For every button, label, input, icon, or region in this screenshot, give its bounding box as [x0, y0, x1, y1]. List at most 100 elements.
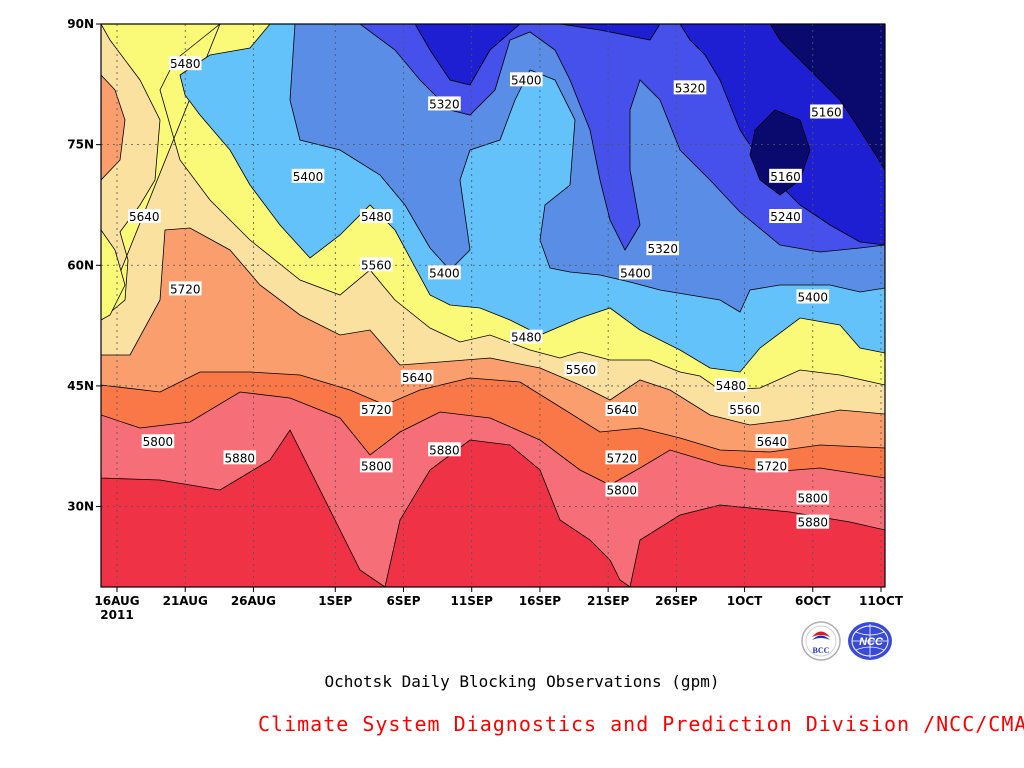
contour-label-bg: [509, 329, 543, 344]
contour-label: 5480: [168, 56, 202, 71]
contour-label-bg: [291, 168, 325, 183]
contour-label: 5160: [810, 104, 843, 119]
contour-label-bg: [673, 80, 707, 95]
band-5160-5240: [414, 24, 885, 246]
contour-label-bg: [755, 458, 789, 473]
contour-label-bg: [428, 265, 461, 280]
x-tick-label: 11SEP: [451, 594, 494, 608]
contour-label: 5400: [619, 265, 652, 280]
contour-label: 5800: [141, 434, 175, 449]
contour-label-bg: [605, 450, 639, 465]
contour-label: 5320: [428, 96, 461, 111]
contour-label-text: 5560: [566, 363, 597, 377]
contour-label: 5160: [769, 168, 802, 184]
contour-label-bg: [646, 241, 680, 256]
ncc-logo-icon: NCC: [846, 620, 894, 667]
contour-label-text: 5480: [716, 379, 747, 393]
contour-label-text: 5160: [770, 170, 801, 184]
x-tick-label: 11OCT: [859, 594, 904, 608]
contour-label-bg: [141, 434, 175, 449]
contour-label-bg: [428, 442, 461, 457]
band-5640-5720-left-patch: [101, 74, 126, 181]
contour-label-text: 5640: [402, 371, 433, 385]
contour-labels: 5480 5400 5320 5400 5320 5160 5160 5240 5400 5640…: [127, 56, 843, 530]
contour-label: 5800: [796, 490, 830, 506]
x-tick-label: 1OCT: [727, 594, 763, 608]
contour-label: 5880: [223, 450, 257, 465]
contour-label-bg: [564, 361, 598, 376]
contour-label: 5800: [605, 482, 639, 497]
contour-label-text: 5640: [757, 435, 788, 449]
contour-label-bg: [400, 369, 434, 384]
contour-label-text: 5720: [607, 451, 638, 465]
contour-label-text: 5880: [798, 516, 829, 530]
contour-label-bg: [509, 72, 543, 87]
contour-label: 5560: [564, 361, 598, 377]
y-tick-label: 60N: [67, 258, 94, 272]
contour-label-text: 5400: [429, 266, 460, 280]
contour-label-text: 5720: [361, 403, 392, 417]
band-5480-5560-left-patch: [101, 229, 126, 321]
y-tick-label: 30N: [67, 500, 94, 514]
x-year-label: 2011: [100, 608, 133, 622]
contour-label-text: 5800: [798, 492, 829, 506]
contour-label-text: 5880: [225, 451, 256, 465]
contour-label-bg: [619, 265, 652, 280]
contour-label-text: 5800: [607, 483, 638, 497]
contour-label-bg: [796, 490, 830, 505]
contour-label-bg: [359, 257, 393, 272]
x-tick-label: 16SEP: [519, 594, 562, 608]
contour-label-text: 5640: [129, 210, 160, 224]
contour-label: 5320: [646, 241, 680, 256]
contour-label-bg: [769, 209, 802, 224]
contour-label-text: 5400: [798, 290, 829, 304]
bcc-logo-icon: BCC: [800, 620, 842, 667]
x-tick-label: 26SEP: [655, 594, 698, 608]
contour-label-bg: [796, 514, 830, 529]
contour-label: 5800: [359, 458, 393, 473]
contour-label-text: 5720: [170, 282, 201, 296]
contour-label: 5720: [359, 402, 393, 417]
contour-label-text: 5400: [293, 170, 324, 184]
x-tick-label: 6OCT: [795, 594, 831, 608]
contour-label: 5400: [509, 72, 543, 87]
contour-label-bg: [127, 209, 161, 224]
contour-label-text: 5480: [170, 57, 201, 71]
contour-label-bg: [359, 402, 393, 417]
contour-label-bg: [810, 104, 843, 119]
x-axis: 16AUG 21AUG 26AUG 1SEP 6SEP 11SEP 16SEP 21SEP 26…: [94, 587, 904, 622]
contour-label-bg: [769, 168, 802, 183]
contour-label: 5400: [796, 289, 830, 304]
contour-label: 5480: [359, 209, 393, 224]
contour-label-bg: [796, 289, 830, 304]
contour-label: 5480: [509, 329, 543, 345]
contour-label-text: 5720: [757, 459, 788, 473]
y-tick-label: 75N: [67, 138, 94, 152]
contour-label: 5400: [291, 168, 325, 184]
contour-label-text: 5800: [143, 435, 174, 449]
contour-label-text: 5880: [429, 443, 460, 457]
contour-label-text: 5320: [429, 97, 460, 111]
x-tick-label: 6SEP: [387, 594, 421, 608]
contour-label: 5640: [755, 434, 789, 449]
contour-label-text: 5400: [511, 73, 542, 87]
contour-label: 5320: [673, 80, 707, 95]
x-tick-label: 21AUG: [163, 594, 208, 608]
contour-label-text: 5320: [647, 242, 678, 256]
contour-label-bg: [223, 450, 257, 465]
contour-label-text: 5800: [361, 459, 392, 473]
x-tick-label: 21SEP: [587, 594, 630, 608]
contour-label-bg: [359, 209, 393, 224]
contour-label-text: 5240: [770, 210, 801, 224]
contour-label-text: 5560: [729, 403, 760, 417]
contour-label-bg: [755, 434, 789, 449]
filled-contour-bands: [101, 24, 885, 587]
contour-label-text: 5160: [811, 105, 842, 119]
contour-label-bg: [168, 56, 202, 71]
contour-label: 5640: [605, 402, 639, 417]
contour-label-text: 5320: [675, 81, 706, 95]
contour-label: 5720: [605, 450, 639, 465]
credit-line: Climate System Diagnostics and Predictio…: [258, 712, 1024, 736]
contour-label-bg: [605, 482, 639, 497]
